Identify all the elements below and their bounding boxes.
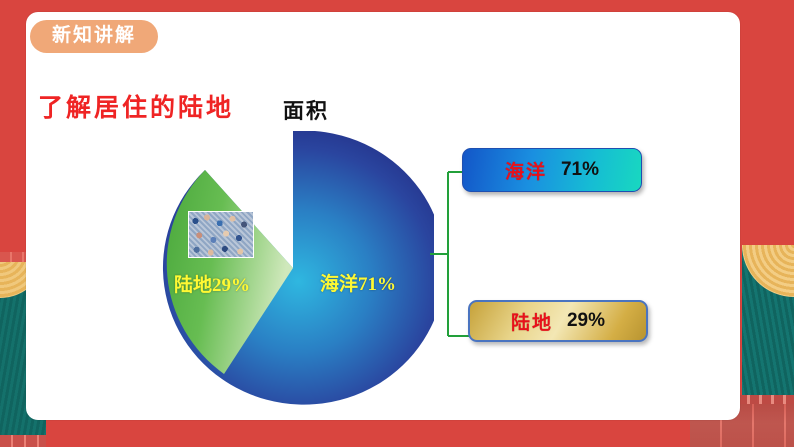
crowd-photo [188,211,254,258]
pie-chart-svg [163,131,434,405]
pie-chart: 陆地29% 海洋71% [152,131,434,405]
roof-tiles-bottom-left [0,435,46,447]
legend-land-percent: 29% [566,310,606,331]
subject-heading: 了解居住的陆地 [38,95,235,122]
chart-title: 面积 [283,99,329,123]
pie-label-ocean: 海洋71% [320,274,397,295]
fan-pattern-icon [742,245,794,297]
legend-land-name: 陆地 [510,312,553,334]
legend-item-land[interactable]: 陆地 29% [468,300,648,342]
legend-item-ocean[interactable]: 海洋 71% [462,148,642,192]
section-badge: 新知讲解 [30,20,159,53]
legend-ocean-name: 海洋 [504,161,547,183]
legend-ocean-percent: 71% [560,159,600,180]
bracket-connector [430,171,470,337]
roof-ridge [690,395,794,404]
pie-label-land: 陆地29% [174,275,251,296]
roof-tile-strip [0,252,46,262]
